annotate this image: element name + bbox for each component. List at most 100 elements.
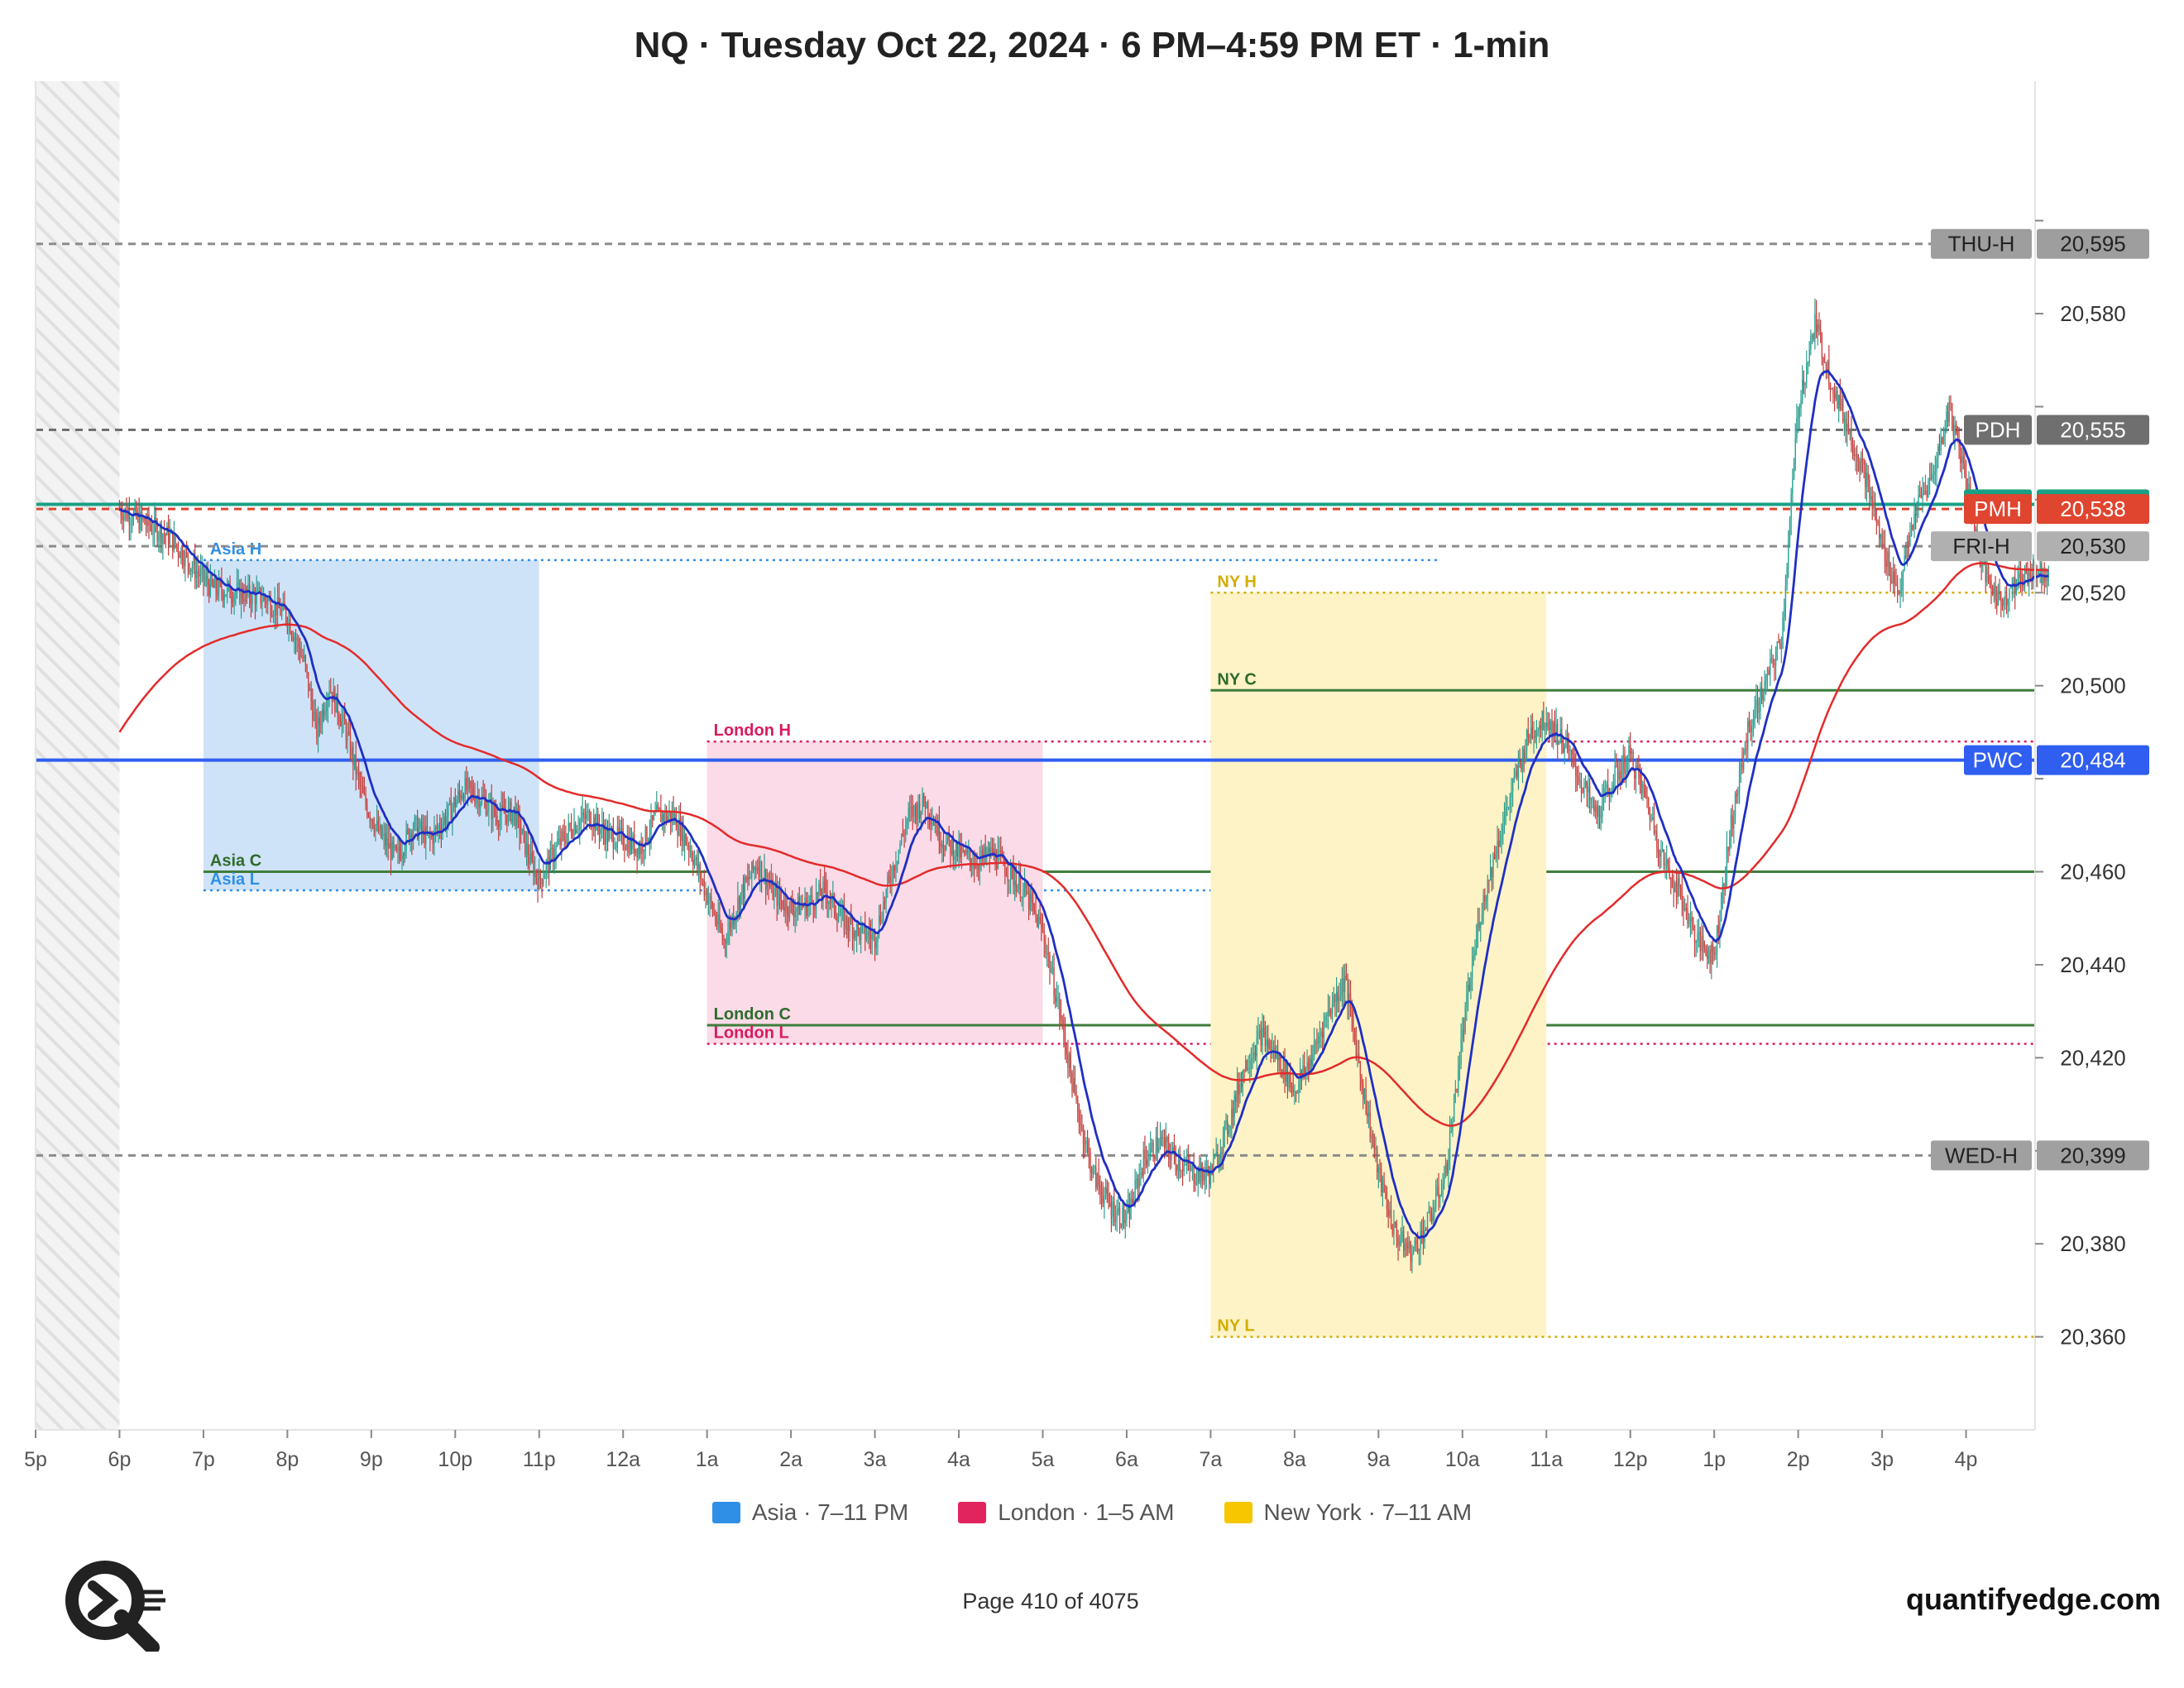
candle-body <box>1883 544 1885 548</box>
candle-body <box>1729 836 1731 851</box>
candle-body <box>1647 798 1650 810</box>
candle-body <box>1120 1224 1122 1227</box>
candle-body <box>302 655 304 659</box>
candle-body <box>314 712 316 714</box>
candle-body <box>1901 586 1903 591</box>
candle-body <box>366 803 368 815</box>
candle-body <box>1938 446 1941 451</box>
candle-body <box>1892 571 1894 583</box>
candle-body <box>1296 1092 1298 1094</box>
candle-body <box>1621 768 1623 779</box>
candle-body <box>860 926 862 941</box>
candle-body <box>807 904 809 916</box>
candle-body <box>695 856 697 861</box>
candle-body <box>1681 889 1683 901</box>
candle-body <box>1268 1040 1271 1049</box>
level-tag-label: PDH <box>1976 418 2021 443</box>
candle-body <box>295 637 297 640</box>
x-tick-label: 1a <box>696 1448 719 1471</box>
candle-body <box>521 828 524 835</box>
candle-body <box>1875 520 1878 522</box>
candle-body <box>1059 997 1061 1015</box>
candle-body <box>1946 411 1947 429</box>
candle-body <box>804 897 806 907</box>
candle-body <box>1661 849 1664 851</box>
candle-body <box>1176 1165 1178 1171</box>
site-link[interactable]: quantifyedge.com <box>1905 1582 2161 1616</box>
candle-body <box>1849 429 1851 434</box>
candle-body <box>864 923 866 940</box>
candle-body <box>1203 1173 1205 1181</box>
candle-body <box>1646 796 1648 799</box>
candle-body <box>2003 599 2004 607</box>
candle-body <box>1792 478 1794 495</box>
candle-body <box>391 841 393 860</box>
candle-body <box>1842 399 1844 421</box>
candle-body <box>705 890 706 896</box>
closed-market-hatch <box>36 81 120 1430</box>
candle-body <box>1195 1182 1198 1184</box>
candle-body <box>964 850 965 854</box>
candle-body <box>1081 1124 1083 1127</box>
candle-body <box>541 879 543 885</box>
candle-body <box>1217 1152 1219 1165</box>
x-tick-label: 10a <box>1445 1448 1480 1471</box>
candle-body <box>1278 1055 1280 1061</box>
legend-swatch <box>958 1502 987 1523</box>
candle-body <box>513 806 515 812</box>
candle-body <box>1327 1009 1329 1016</box>
candle-body <box>1331 1003 1334 1014</box>
candle-body <box>442 823 443 833</box>
candle-body <box>1547 722 1549 727</box>
candle-body <box>1948 402 1950 422</box>
candle-body <box>519 814 520 835</box>
candle-body <box>851 923 854 940</box>
candle-body <box>1657 848 1660 853</box>
candle-body <box>898 849 900 861</box>
candle-body <box>1371 1134 1372 1138</box>
candle-body <box>1813 335 1814 340</box>
candle-body <box>1415 1240 1417 1244</box>
candle-body <box>783 907 785 911</box>
candle-body <box>965 850 967 854</box>
candle-body <box>1043 929 1045 943</box>
candle-body <box>1803 380 1805 386</box>
candle-body <box>156 523 158 541</box>
candle-body <box>889 877 891 883</box>
candle-body <box>1796 418 1798 439</box>
candle-body <box>1798 408 1801 415</box>
candle-body <box>1766 669 1769 677</box>
candle-body <box>1899 590 1901 593</box>
candle-body <box>1748 721 1751 727</box>
candle-body <box>294 637 295 640</box>
candle-body <box>671 811 673 822</box>
candle-body <box>1772 658 1774 664</box>
quantifyedge-logo-icon <box>60 1552 167 1656</box>
session-legend: Asia · 7–11 PM London · 1–5 AM New York · … <box>0 1499 2184 1526</box>
candle-body <box>1569 749 1571 751</box>
candle-body <box>488 801 490 811</box>
candle-body <box>1993 585 1995 595</box>
candle-body <box>1000 850 1002 855</box>
candle-body <box>1401 1230 1403 1240</box>
candle-body <box>1705 947 1707 956</box>
candle-body <box>496 816 498 825</box>
candle-body <box>1856 454 1858 460</box>
candle-body <box>1855 454 1856 457</box>
candle-body <box>628 838 630 854</box>
candle-body <box>966 850 968 853</box>
candle-body <box>1145 1158 1147 1166</box>
candle-body <box>1049 954 1051 972</box>
candle-body <box>1744 749 1746 753</box>
x-tick-label: 11a <box>1530 1448 1563 1471</box>
candle-body <box>1440 1194 1443 1196</box>
candle-body <box>715 914 716 922</box>
candle-body <box>895 865 897 871</box>
candle-body <box>1780 648 1783 650</box>
session-close-label: Asia C <box>210 852 261 870</box>
candle-body <box>204 578 206 581</box>
candle-body <box>1551 721 1553 737</box>
candle-body <box>323 709 325 717</box>
candle-body <box>1148 1158 1150 1161</box>
candle-body <box>1600 817 1602 818</box>
